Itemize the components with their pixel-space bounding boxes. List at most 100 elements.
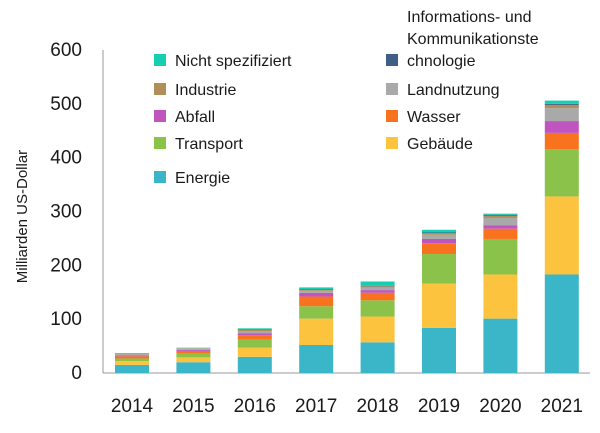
- bar-segment-industrie-2016: [237, 329, 272, 332]
- bars: [115, 100, 579, 373]
- bar-segment-informations-und-kommunikationstechnologie-2018: [360, 285, 395, 287]
- bar-segment-abfall-2017: [299, 292, 334, 297]
- bar-segment-industrie-2018: [360, 286, 395, 288]
- x-tick-label: 2016: [234, 396, 276, 417]
- legend-swatch: [154, 110, 166, 122]
- bar-segment-nicht-spezifiziert-2018: [360, 281, 395, 286]
- bar-segment-energie-2018: [360, 342, 395, 373]
- bar-segment-landnutzung-2018: [360, 287, 395, 291]
- bar-segment-informations-und-kommunikationstechnologie-2017: [299, 289, 334, 290]
- bar-segment-nicht-spezifiziert-2016: [237, 328, 272, 330]
- legend-swatch: [386, 137, 398, 149]
- bar-segment-industrie-2017: [299, 289, 334, 291]
- legend-label-line: Informations- und: [407, 9, 532, 26]
- bar-segment-wasser-2017: [299, 296, 334, 307]
- bar-segment-transport-2019: [422, 254, 456, 284]
- bar-segment-gebaeude-2019: [422, 283, 456, 328]
- bar-segment-abfall-2021: [544, 121, 579, 133]
- bar-segment-gebaeude-2014: [115, 361, 149, 365]
- y-tick-label: 100: [50, 309, 82, 330]
- legend-swatch: [154, 137, 166, 149]
- legend-item-energie: Energie: [154, 170, 230, 187]
- legend-item-informations-und-kommunikationstechnologie: Informations- und Kommunikationste chnolog…: [386, 9, 539, 70]
- bar-segment-landnutzung-2019: [422, 234, 456, 239]
- bar-segment-landnutzung-2021: [544, 108, 579, 122]
- bar-segment-informations-und-kommunikationstechnologie-2019: [422, 232, 456, 234]
- x-tick-label: 2020: [479, 396, 521, 417]
- legend-label: Industrie: [175, 82, 236, 99]
- bar-segment-energie-2015: [176, 362, 211, 373]
- bar-segment-energie-2016: [237, 356, 272, 373]
- legend-swatch: [386, 54, 398, 66]
- bar-segment-gebaeude-2021: [544, 196, 579, 275]
- bar-segment-abfall-2019: [422, 238, 456, 244]
- bar-segment-transport-2021: [544, 149, 579, 197]
- bar-segment-nicht-spezifiziert-2021: [544, 100, 579, 104]
- bar-segment-gebaeude-2018: [360, 316, 395, 343]
- bar-segment-nicht-spezifiziert-2020: [483, 213, 518, 215]
- bar-segment-energie-2021: [544, 274, 579, 373]
- bar-stack-2018: [360, 281, 395, 373]
- bar-segment-energie-2017: [299, 345, 334, 373]
- bar-stack-2015: [176, 347, 211, 373]
- bar-segment-gebaeude-2016: [237, 347, 272, 357]
- bar-segment-transport-2015: [176, 353, 211, 358]
- legend-swatch: [386, 83, 398, 95]
- bar-segment-wasser-2016: [237, 335, 272, 340]
- bar-segment-transport-2014: [115, 358, 149, 362]
- bar-segment-nicht-spezifiziert-2019: [422, 229, 456, 233]
- legend-item-industrie: Industrie: [154, 82, 236, 99]
- bar-segment-gebaeude-2015: [176, 357, 211, 363]
- bar-stack-2014: [115, 353, 149, 373]
- bar-segment-energie-2019: [422, 327, 456, 373]
- bar-segment-wasser-2020: [483, 228, 518, 239]
- bar-segment-gebaeude-2020: [483, 274, 518, 319]
- bar-stack-2017: [299, 287, 334, 373]
- bar-segment-abfall-2020: [483, 225, 518, 229]
- bar-segment-transport-2016: [237, 339, 272, 348]
- legend-label-line: chnologie: [407, 53, 476, 70]
- bar-stack-2016: [237, 328, 272, 373]
- bar-segment-industrie-2019: [422, 233, 456, 235]
- bar-segment-landnutzung-2017: [299, 290, 334, 293]
- bar-segment-wasser-2018: [360, 292, 395, 301]
- x-tick-label: 2015: [172, 396, 214, 417]
- bar-segment-landnutzung-2020: [483, 217, 518, 226]
- legend-item-gebaeude: Gebäude: [386, 136, 473, 153]
- legend-label: Landnutzung: [407, 82, 500, 99]
- x-tick-label: 2019: [418, 396, 460, 417]
- y-tick-label: 400: [50, 148, 82, 169]
- y-tick-label: 600: [50, 40, 82, 61]
- bar-segment-industrie-2020: [483, 215, 518, 218]
- x-tick-label: 2018: [356, 396, 398, 417]
- legend-label: Wasser: [407, 109, 461, 126]
- legend-item-transport: Transport: [154, 136, 243, 153]
- bar-segment-nicht-spezifiziert-2015: [176, 347, 211, 349]
- bar-stack-2020: [483, 213, 518, 373]
- y-tick-label: 500: [50, 94, 82, 115]
- y-axis-title: Milliarden US-Dollar: [14, 150, 31, 283]
- bar-segment-abfall-2014: [115, 355, 149, 357]
- legend-label: Abfall: [175, 109, 215, 126]
- bar-segment-abfall-2016: [237, 333, 272, 336]
- x-tick-label: 2021: [541, 396, 583, 417]
- y-tick-label: 0: [71, 363, 82, 384]
- bar-segment-landnutzung-2016: [237, 331, 272, 334]
- legend-item-nicht-spezifiziert: Nicht spezifiziert: [154, 53, 292, 70]
- bar-segment-nicht-spezifiziert-2014: [115, 353, 149, 354]
- bar-segment-landnutzung-2014: [115, 354, 149, 356]
- bar-segment-energie-2014: [115, 364, 149, 373]
- legend-label: Energie: [175, 170, 230, 187]
- legend-label: Transport: [175, 136, 243, 153]
- bar-segment-industrie-2021: [544, 104, 579, 109]
- legend-item-wasser: Wasser: [386, 109, 461, 126]
- bar-segment-wasser-2015: [176, 350, 211, 354]
- bar-segment-gebaeude-2017: [299, 318, 334, 346]
- bar-segment-transport-2020: [483, 238, 518, 275]
- y-tick-label: 300: [50, 202, 82, 223]
- legend-swatch: [154, 171, 166, 183]
- legend-item-abfall: Abfall: [154, 109, 215, 126]
- bar-stack-2019: [422, 229, 456, 373]
- legend-label: Gebäude: [407, 136, 473, 153]
